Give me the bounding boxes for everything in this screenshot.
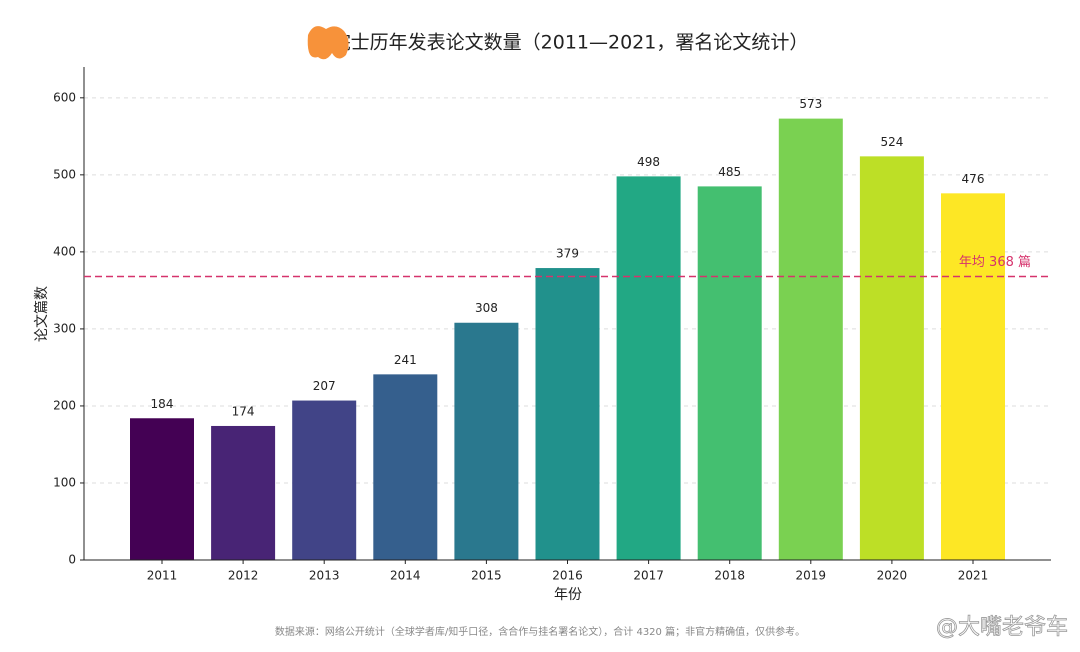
value-label: 241 (394, 353, 417, 367)
value-label: 184 (151, 397, 174, 411)
bar (697, 186, 762, 560)
value-label: 174 (232, 404, 255, 418)
redaction-blob (307, 26, 349, 60)
x-tick-label: 2013 (309, 569, 340, 583)
watermark: @大嘴老爷车 (936, 615, 1068, 640)
y-tick-label: 200 (53, 398, 76, 412)
x-tick-label: 2019 (796, 569, 827, 583)
y-tick-label: 600 (53, 90, 76, 104)
bar (535, 268, 600, 560)
x-tick-label: 2017 (633, 569, 664, 583)
source-note: 数据来源：网络公开统计（全球学者库/知乎口径，含合作与挂名署名论文），合计 43… (275, 625, 805, 638)
x-tick-label: 2015 (471, 569, 502, 583)
y-tick-label: 0 (68, 553, 76, 567)
bar (859, 156, 924, 560)
y-tick-label: 500 (53, 167, 76, 181)
x-tick-label: 2020 (877, 569, 908, 583)
x-axis-label: 年份 (554, 587, 582, 603)
bar (292, 400, 357, 560)
chart-title: 院士历年发表论文数量（2011—2021，署名论文统计） (332, 32, 809, 54)
value-label: 207 (313, 379, 336, 393)
bar (130, 418, 194, 560)
mean-label: 年均 368 篇 (959, 255, 1031, 270)
y-tick-label: 100 (53, 475, 76, 489)
x-tick-label: 2018 (714, 569, 745, 583)
bar (211, 425, 276, 560)
value-label: 498 (637, 155, 660, 169)
x-tick-label: 2011 (147, 569, 178, 583)
value-label: 476 (962, 172, 985, 186)
bar (941, 193, 1005, 561)
value-label: 524 (880, 135, 903, 149)
x-tick-label: 2021 (958, 569, 989, 583)
x-tick-label: 2012 (228, 569, 259, 583)
value-label: 485 (718, 165, 741, 179)
bar (373, 374, 438, 560)
bar (616, 176, 681, 560)
x-tick-label: 2014 (390, 569, 421, 583)
value-label: 379 (556, 247, 579, 261)
value-label: 573 (799, 97, 822, 111)
y-tick-label: 300 (53, 321, 76, 335)
bar (778, 118, 843, 561)
x-tick-label: 2016 (552, 569, 583, 583)
value-label: 308 (475, 301, 498, 315)
y-tick-label: 400 (53, 244, 76, 258)
bar (454, 322, 519, 560)
y-axis-label: 论文篇数 (34, 286, 50, 342)
